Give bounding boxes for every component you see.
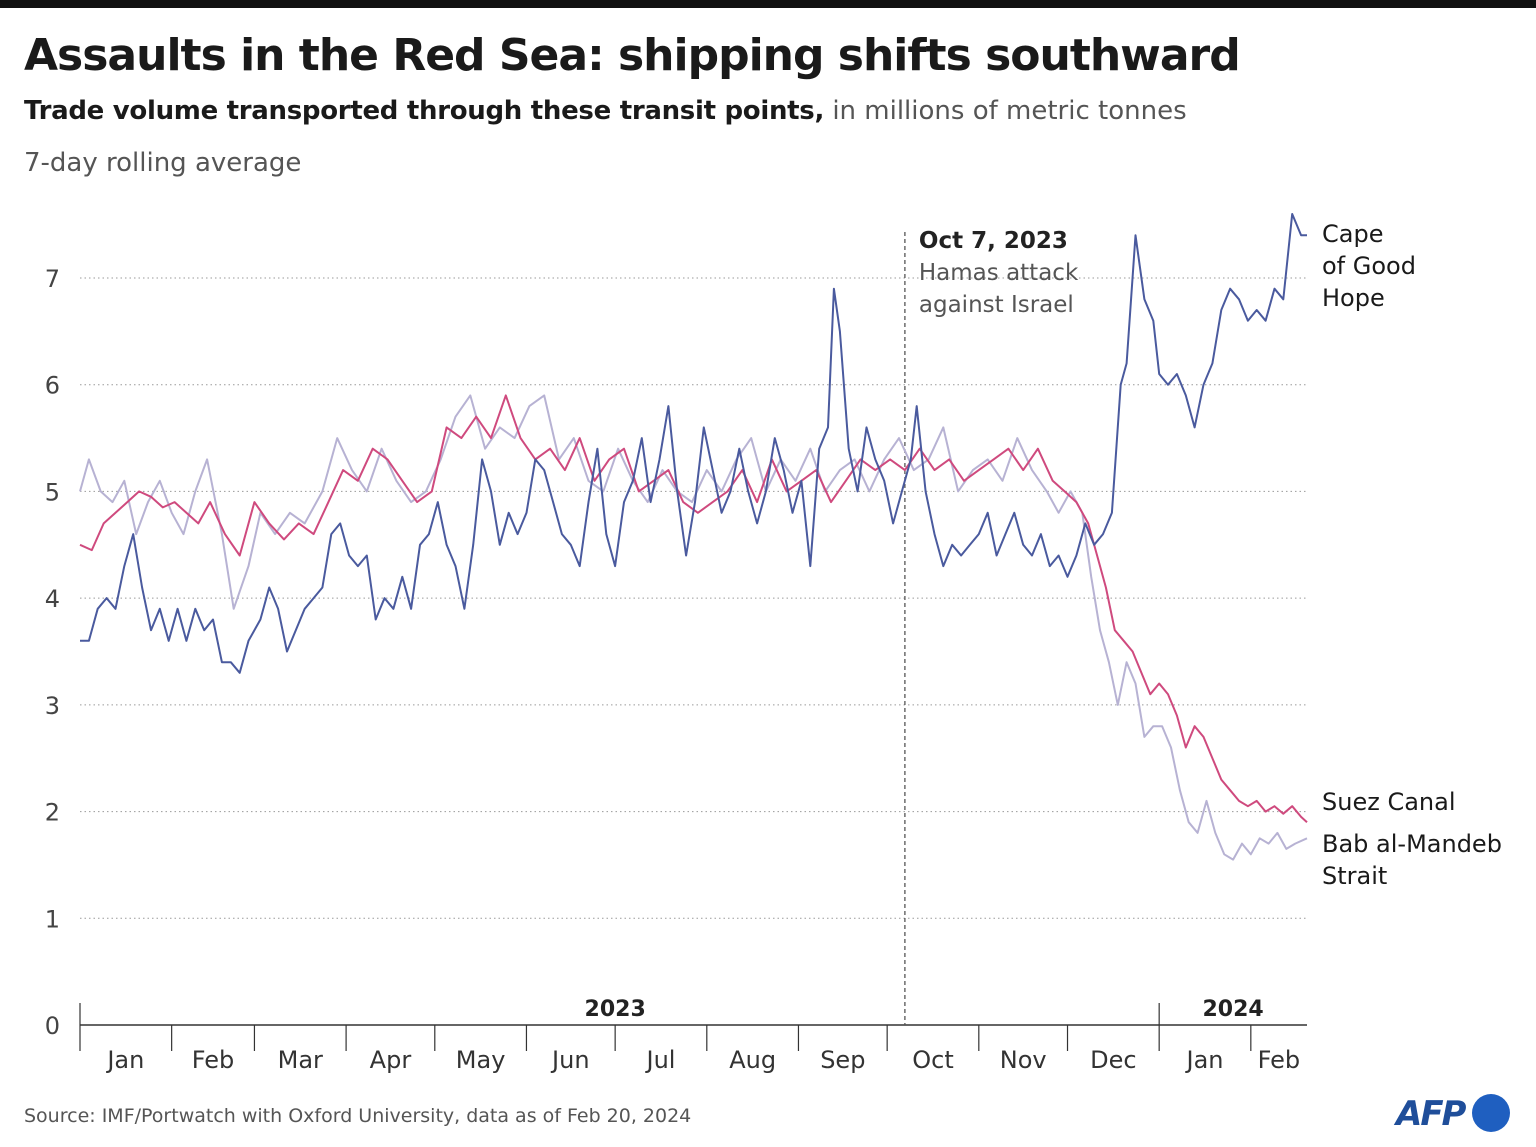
year-label-2023: 2023 [585,997,646,1022]
x-tick-label-nov-10: Nov [1000,1046,1047,1074]
x-tick-label-jul-6: Jul [644,1046,675,1074]
y-tick-label-4: 4 [45,585,60,613]
chart-subtitle: Trade volume transported through these t… [24,93,1187,129]
annotation-text-1: Hamas attack [919,260,1079,286]
y-tick-label-1: 1 [45,905,60,933]
chart-title: Assaults in the Red Sea: shipping shifts… [24,30,1241,81]
chart-note: 7-day rolling average [24,148,302,178]
afp-logo-dot [1472,1094,1510,1132]
series-label-cape-of-good-hope-1: Cape [1322,220,1383,248]
x-tick-label-jun-5: Jun [550,1046,590,1074]
subtitle-unit: in millions of metric tonnes [832,96,1187,126]
y-tick-label-3: 3 [45,692,60,720]
afp-logo-text: AFP [1396,1094,1466,1134]
x-tick-label-sep-8: Sep [820,1046,865,1074]
x-tick-label-jan-0: Jan [105,1046,144,1074]
series-line-cape-of-good-hope [80,213,1307,674]
series-line-suez-canal [79,394,1308,823]
y-tick-label-2: 2 [45,799,60,827]
x-tick-label-feb-1: Feb [192,1046,235,1074]
y-tick-label-6: 6 [45,372,60,400]
series-label-bab-al-mandeb-strait-2: Strait [1322,862,1387,890]
y-tick-label-7: 7 [45,265,60,293]
x-tick-label-may-4: May [456,1046,506,1074]
series-label-cape-of-good-hope-2: of Good [1322,252,1416,280]
x-tick-label-jan-12: Jan [1184,1046,1223,1074]
top-rule [0,0,1536,8]
subtitle-bold: Trade volume transported through these t… [24,96,825,126]
x-tick-label-feb-13: Feb [1258,1046,1301,1074]
x-tick-label-oct-9: Oct [912,1046,954,1074]
y-tick-label-5: 5 [45,478,60,506]
series-label-bab-al-mandeb-strait-1: Bab al-Mandeb [1322,830,1502,858]
x-tick-label-aug-7: Aug [729,1046,776,1074]
x-tick-label-dec-11: Dec [1090,1046,1136,1074]
series-label-cape-of-good-hope-3: Hope [1322,284,1385,312]
x-tick-label-mar-2: Mar [278,1046,323,1074]
line-chart: 0 1 2 3 4 5 6 7 Jan Feb Mar Apr May Jun Jul Aug Sep Oct No… [45,213,1502,1074]
y-tick-label-0: 0 [45,1012,60,1040]
year-label-2024: 2024 [1202,997,1263,1022]
afp-logo: AFP [1396,1092,1514,1136]
annotation-text-2: against Israel [919,292,1074,318]
source-note: Source: IMF/Portwatch with Oxford Univer… [24,1105,692,1127]
series-line-bab-al-mandeb-strait [79,394,1308,861]
annotation-title: Oct 7, 2023 [919,228,1068,254]
series-label-suez-canal-1: Suez Canal [1322,788,1456,816]
x-tick-label-apr-3: Apr [370,1046,412,1074]
